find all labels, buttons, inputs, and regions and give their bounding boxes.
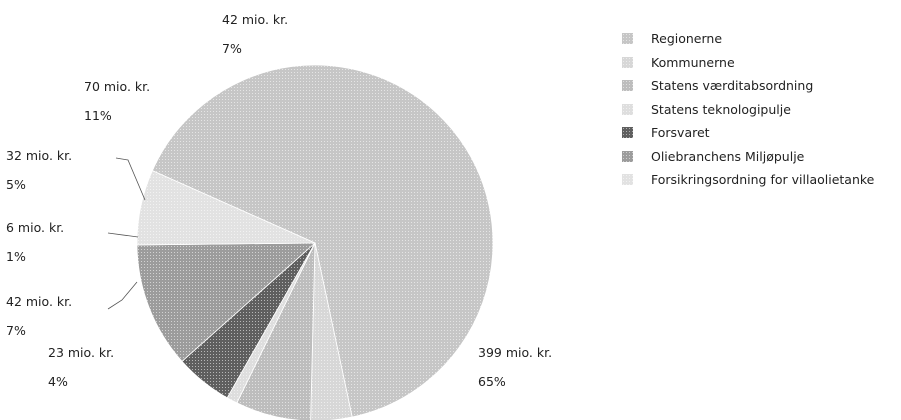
leader-line <box>107 232 139 238</box>
slice-percent-label: 1% <box>6 249 26 264</box>
slice-value-label: 6 mio. kr. <box>6 220 64 235</box>
legend-item: Forsikringsordning for villaolietanke <box>622 168 874 192</box>
legend-swatch <box>622 33 633 45</box>
pie-slice-1 <box>151 64 494 418</box>
slice-percent-label: 5% <box>6 177 26 192</box>
legend-item: Forsvaret <box>622 121 874 145</box>
legend-swatch <box>622 127 633 139</box>
legend-label: Regionerne <box>651 31 723 47</box>
legend-item: Statens teknologipulje <box>622 98 874 122</box>
pie-slice-7 <box>136 170 316 246</box>
legend-label: Oliebranchens Miljøpulje <box>651 148 805 164</box>
slice-percent-label: 7% <box>222 41 242 56</box>
legend-item: Oliebranchens Miljøpulje <box>622 145 874 169</box>
legend-item: Regionerne <box>622 27 874 51</box>
legend-item: Kommunerne <box>622 51 874 75</box>
legend-label: Kommunerne <box>651 54 735 70</box>
legend-label: Forsikringsordning for villaolietanke <box>651 172 875 188</box>
leader-line <box>115 157 146 201</box>
slice-percent-label: 11% <box>84 108 112 123</box>
legend-label: Statens værditabsordning <box>651 78 814 94</box>
slice-percent-label: 7% <box>6 323 26 338</box>
legend-item: Statens værditabsordning <box>622 74 874 98</box>
legend-swatch <box>622 80 633 92</box>
slice-value-label: 42 mio. kr. <box>6 294 72 309</box>
slice-value-label: 32 mio. kr. <box>6 148 72 163</box>
legend: Regionerne Kommunerne Statens værditabsord… <box>622 27 874 192</box>
slice-value-label: 399 mio. kr. <box>478 345 552 360</box>
slice-percent-label: 4% <box>48 374 68 389</box>
slice-value-label: 42 mio. kr. <box>222 12 288 27</box>
slice-percent-label: 65% <box>478 374 506 389</box>
legend-label: Statens teknologipulje <box>651 101 791 117</box>
slice-value-label: 23 mio. kr. <box>48 345 114 360</box>
legend-swatch <box>622 174 633 186</box>
slice-value-label: 70 mio. kr. <box>84 79 150 94</box>
legend-label: Forsvaret <box>651 125 710 141</box>
legend-swatch <box>622 103 633 115</box>
legend-swatch <box>622 56 633 68</box>
legend-swatch <box>622 150 633 162</box>
leader-line <box>107 281 138 310</box>
pie-slice-2 <box>310 242 353 420</box>
pie-slice-6 <box>136 242 317 362</box>
